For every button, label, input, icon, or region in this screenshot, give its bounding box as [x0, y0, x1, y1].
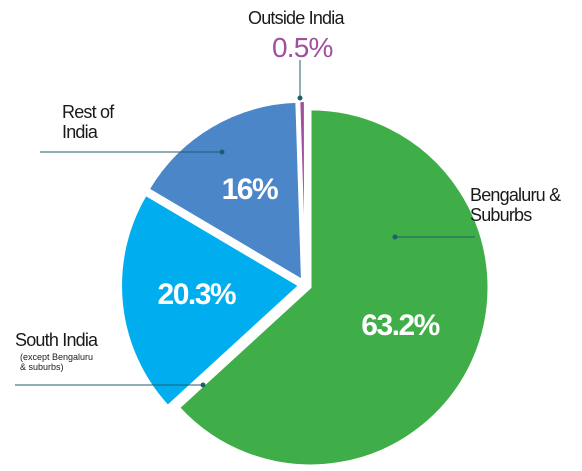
leader-dot	[219, 149, 225, 155]
value-label: 0.5%	[272, 32, 333, 63]
annotation: (except Bengaluru & suburbs)	[20, 352, 94, 372]
pie-slice	[147, 100, 304, 282]
pie-slice	[177, 108, 490, 467]
value-label: 20.3%	[158, 278, 236, 311]
leader-dot	[297, 95, 303, 101]
leader-dot	[200, 382, 206, 388]
category-label: Rest of India	[62, 102, 114, 142]
leader-dot	[392, 234, 398, 240]
category-label: South India	[15, 330, 98, 350]
pie-slice	[298, 100, 306, 280]
category-label: Outside India	[248, 8, 344, 28]
value-label: 16%	[222, 173, 278, 206]
value-label: 63.2%	[361, 309, 439, 342]
pie-slice	[120, 193, 301, 408]
category-label: Bengaluru & Suburbs	[470, 185, 561, 225]
